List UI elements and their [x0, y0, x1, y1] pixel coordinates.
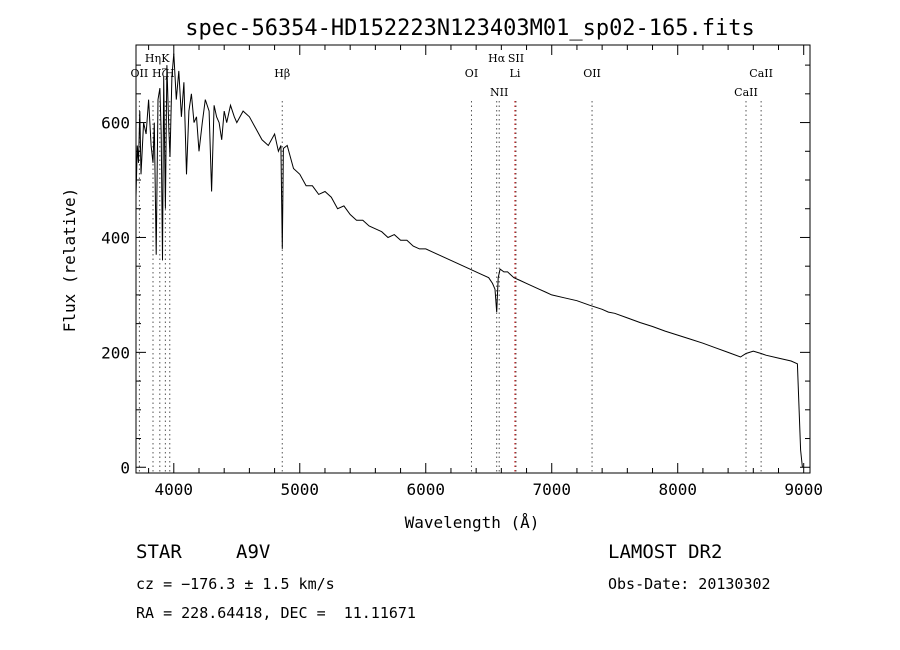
- line-marker-label: K: [161, 52, 170, 65]
- axis-ticks: 4000 5000 6000 7000 8000 9000 0 200 400 600: [101, 45, 823, 499]
- x-tick-label: 6000: [406, 480, 445, 499]
- x-tick-label: 7000: [532, 480, 571, 499]
- line-marker-label: OII: [131, 67, 149, 80]
- line-marker-label: CaII: [734, 86, 758, 99]
- y-tick-label: 0: [120, 458, 130, 477]
- line-marker-label: H: [165, 67, 175, 80]
- y-tick-label: 400: [101, 228, 130, 247]
- line-marker-label: OII: [583, 67, 601, 80]
- line-marker-label: Hβ: [274, 67, 290, 80]
- line-marker-label: OI: [465, 67, 478, 80]
- x-tick-label: 8000: [658, 480, 697, 499]
- line-marker-label: CaII: [749, 67, 773, 80]
- y-axis-label: Flux (relative): [60, 188, 79, 333]
- y-tick-label: 200: [101, 343, 130, 362]
- x-tick-label: 9000: [784, 480, 823, 499]
- line-marker-label: Hα: [488, 52, 506, 65]
- observation-date: Obs-Date: 20130302: [608, 575, 771, 593]
- line-marker-label: SII: [508, 52, 524, 65]
- line-marker-label: NII: [490, 86, 508, 99]
- x-axis-label: Wavelength (Å): [405, 513, 540, 532]
- plot-frame: [135, 44, 811, 474]
- y-tick-label: 600: [101, 114, 130, 133]
- x-tick-label: 5000: [281, 480, 320, 499]
- redshift-text: cz = −176.3 ± 1.5 km/s: [136, 575, 335, 593]
- line-marker-label: Li: [510, 67, 521, 80]
- object-subclass: A9V: [236, 541, 271, 563]
- coordinates-text: RA = 228.64418, DEC = 11.11671: [136, 604, 416, 622]
- spectrum-line: [135, 53, 803, 468]
- x-tick-label: 4000: [155, 480, 194, 499]
- chart-title: spec-56354-HD152223N123403M01_sp02-165.f…: [185, 16, 755, 41]
- line-marker-label: Hη: [145, 52, 161, 65]
- survey-name: LAMOST DR2: [608, 541, 723, 563]
- object-class: STAR: [136, 541, 182, 563]
